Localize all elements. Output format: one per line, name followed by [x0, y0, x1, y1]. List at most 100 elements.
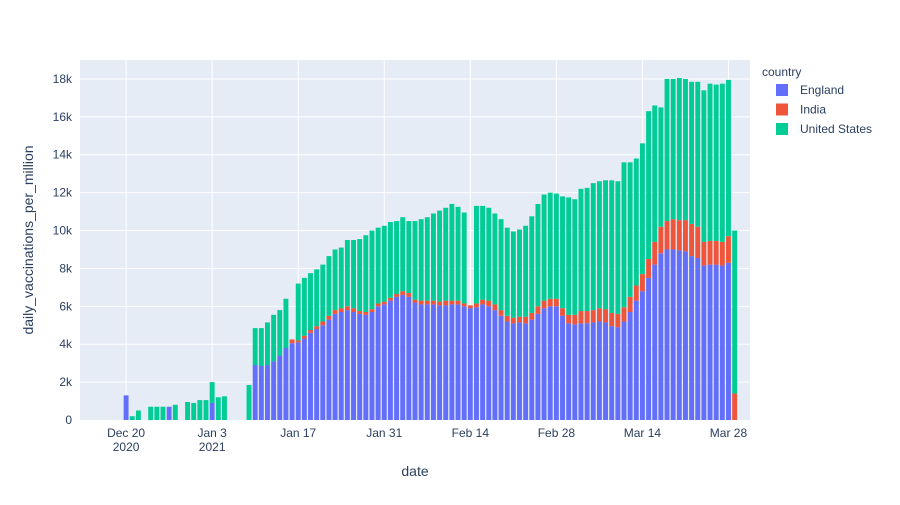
bar-india: [658, 227, 663, 254]
bar-england: [277, 356, 282, 420]
bar-england: [689, 256, 694, 420]
bar-united-states: [437, 211, 442, 302]
bar-england: [296, 342, 301, 420]
bar-england: [449, 304, 454, 420]
y-tick-label: 8k: [59, 261, 73, 275]
bar-united-states: [714, 85, 719, 241]
bar-england: [376, 306, 381, 420]
bar-united-states: [277, 310, 282, 355]
bar-india: [603, 309, 608, 322]
bar-united-states: [197, 400, 202, 420]
bar-england: [259, 366, 264, 420]
bar-united-states: [499, 219, 504, 310]
bar-india: [646, 259, 651, 278]
bar-india: [640, 274, 645, 291]
bar-england: [363, 315, 368, 420]
y-axis-ticks: 02k4k6k8k10k12k14k16k18k: [53, 72, 73, 427]
legend-swatch: [776, 104, 788, 116]
bar-england: [167, 407, 172, 420]
bar-england: [585, 323, 590, 420]
bar-india: [529, 313, 534, 320]
bar-united-states: [529, 216, 534, 313]
bar-england: [708, 265, 713, 420]
bar-united-states: [185, 402, 190, 420]
bar-england: [326, 320, 331, 420]
x-tick-label: Mar 14: [624, 426, 662, 440]
bar-england: [542, 308, 547, 420]
bar-united-states: [376, 228, 381, 304]
bar-united-states: [566, 197, 571, 314]
bar-england: [486, 306, 491, 420]
bar-india: [511, 318, 516, 324]
bar-united-states: [363, 235, 368, 312]
bar-england: [302, 339, 307, 420]
legend-label: England: [800, 83, 844, 97]
bar-united-states: [271, 315, 276, 361]
bar-united-states: [572, 199, 577, 315]
bar-united-states: [542, 195, 547, 301]
bar-india: [714, 241, 719, 265]
bar-united-states: [560, 196, 565, 308]
bar-england: [683, 251, 688, 420]
bar-india: [413, 300, 418, 303]
bar-united-states: [597, 181, 602, 308]
bar-india: [597, 308, 602, 321]
bar-united-states: [726, 80, 731, 236]
y-tick-label: 2k: [59, 375, 73, 389]
bar-united-states: [210, 382, 215, 403]
bar-india: [326, 316, 331, 320]
bar-united-states: [136, 411, 141, 420]
bar-england: [622, 321, 627, 420]
bar-united-states: [283, 299, 288, 348]
bar-england: [320, 325, 325, 420]
bar-india: [462, 303, 467, 306]
bar-india: [370, 309, 375, 312]
bar-india: [542, 301, 547, 309]
bar-united-states: [665, 79, 670, 221]
bar-united-states: [431, 213, 436, 300]
bar-england: [726, 263, 731, 420]
bar-india: [665, 221, 670, 249]
bar-england: [425, 304, 430, 420]
bar-united-states: [658, 107, 663, 226]
bar-india: [320, 321, 325, 325]
bar-united-states: [628, 162, 633, 297]
bar-united-states: [357, 239, 362, 311]
bar-england: [560, 316, 565, 420]
bar-england: [603, 322, 608, 420]
bar-india: [677, 220, 682, 250]
bar-united-states: [689, 82, 694, 224]
bar-england: [271, 361, 276, 420]
bar-united-states: [449, 204, 454, 301]
bar-india: [492, 304, 497, 310]
x-tick-label: Feb 14: [452, 426, 490, 440]
bar-england: [265, 365, 270, 420]
bar-england: [443, 305, 448, 420]
bar-united-states: [652, 105, 657, 241]
bar-england: [290, 343, 295, 420]
bar-united-states: [345, 240, 350, 306]
bar-england: [314, 329, 319, 420]
bar-england: [677, 250, 682, 420]
bar-england: [529, 320, 534, 420]
bar-india: [351, 308, 356, 312]
bar-united-states: [370, 231, 375, 310]
bar-united-states: [517, 230, 522, 317]
x-tick-year-label: 2021: [199, 440, 226, 454]
bar-united-states: [480, 206, 485, 300]
bar-india: [456, 301, 461, 305]
bar-india: [449, 301, 454, 305]
bar-united-states: [579, 189, 584, 311]
bar-united-states: [388, 222, 393, 298]
y-tick-label: 18k: [53, 72, 73, 86]
bar-india: [671, 219, 676, 249]
bar-united-states: [406, 221, 411, 293]
bar-england: [431, 304, 436, 420]
bar-united-states: [382, 226, 387, 302]
bar-united-states: [683, 79, 688, 220]
bar-united-states: [302, 278, 307, 336]
bar-england: [388, 301, 393, 420]
bar-india: [634, 285, 639, 300]
bar-england: [652, 265, 657, 420]
